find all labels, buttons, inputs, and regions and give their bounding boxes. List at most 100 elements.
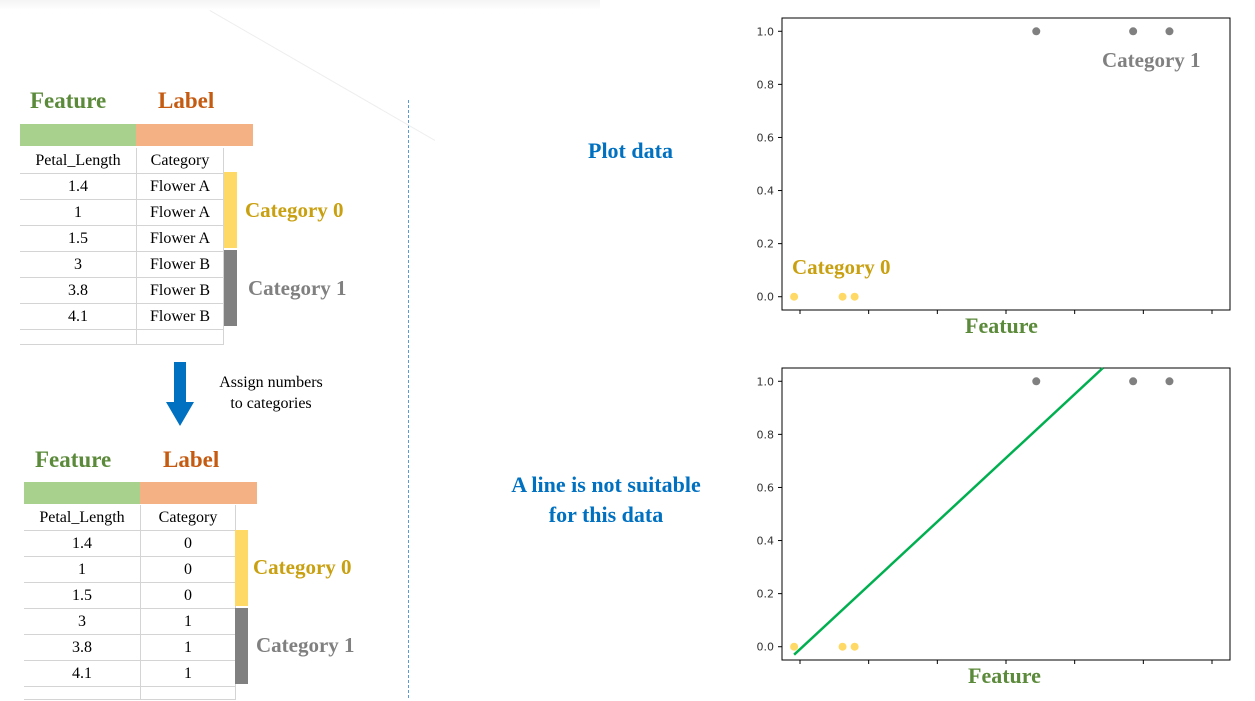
category-1-annotation: Category 1 — [1102, 48, 1201, 72]
data-point — [1165, 377, 1174, 386]
cell: 3 — [24, 608, 141, 635]
y-tick-label: 0.4 — [757, 185, 775, 198]
top-border-decoration — [0, 0, 600, 10]
data-point — [1032, 27, 1041, 36]
y-tick-label: 0.0 — [757, 291, 775, 304]
y-tick-label: 0.0 — [757, 641, 775, 654]
feature-color-bar-top — [20, 124, 136, 146]
y-tick-label: 0.2 — [757, 238, 775, 251]
plot-data-text: Plot data — [588, 138, 673, 163]
cell: 3 — [20, 251, 137, 278]
scatter-chart-top: 0.0 0.2 0.4 0.6 0.8 1.0 — [757, 17, 1231, 314]
category-0-bracket-bottom — [235, 530, 248, 606]
y-tick-label: 1.0 — [757, 375, 775, 388]
cell: 3.8 — [24, 634, 141, 661]
category-1-label-bottom: Category 1 — [256, 633, 355, 657]
table-row: 1 Flower A — [20, 199, 238, 226]
table-row — [20, 329, 238, 345]
category-1-bracket-top — [224, 250, 237, 326]
cell: 1.5 — [20, 225, 137, 252]
cell: 4.1 — [24, 660, 141, 687]
data-point — [850, 642, 859, 651]
scatter-chart-bottom: 0.0 0.2 0.4 0.6 0.8 1.0 — [757, 367, 1231, 664]
y-tick-label: 0.8 — [757, 428, 775, 441]
table-row: 1.4 Flower A — [20, 173, 238, 200]
data-table-top: Petal_Length Category 1.4 Flower A 1 Flowe… — [20, 148, 238, 345]
not-suitable-line-1: A line is not suitable — [511, 472, 701, 497]
label-color-bar-bottom — [140, 482, 257, 504]
data-point — [838, 642, 847, 651]
assign-text-line-2: to categories — [230, 395, 312, 412]
cell: 1 — [140, 634, 236, 661]
data-point — [1129, 377, 1138, 386]
table-row: 4.1 Flower B — [20, 303, 238, 330]
label-header-bottom: Label — [163, 447, 220, 472]
data-point — [1165, 27, 1174, 36]
cell: 0 — [140, 582, 236, 609]
column-header-petal-length: Petal_Length — [24, 505, 141, 531]
feature-header-top: Feature — [30, 88, 107, 113]
category-0-label-bottom: Category 0 — [253, 555, 352, 579]
category-1-label-top: Category 1 — [248, 276, 347, 300]
cell: 1 — [140, 660, 236, 687]
vertical-divider — [408, 100, 409, 698]
table-row: 1.5 0 — [24, 582, 250, 609]
cell: 1.5 — [24, 582, 141, 609]
data-point — [1032, 377, 1041, 386]
table-row: 3.8 Flower B — [20, 277, 238, 304]
cell: 0 — [140, 556, 236, 583]
cell: Flower B — [136, 303, 224, 330]
cell: Flower A — [136, 199, 224, 226]
assign-text-line-1: Assign numbers — [219, 374, 323, 391]
column-header-petal-length: Petal_Length — [20, 148, 137, 174]
cell: Flower B — [136, 277, 224, 304]
assign-numbers-text: Assign numbers to categories — [198, 372, 344, 414]
cell: Flower A — [136, 173, 224, 200]
category-1-bracket-bottom — [235, 608, 248, 684]
cell: Flower B — [136, 251, 224, 278]
table-row: 1.5 Flower A — [20, 225, 238, 252]
y-tick-label: 0.8 — [757, 78, 775, 91]
y-tick-label: 1.0 — [757, 25, 775, 38]
label-color-bar-top — [136, 124, 253, 146]
category-0-annotation: Category 0 — [792, 255, 891, 279]
table-header-row: Petal_Length Category — [24, 505, 250, 531]
down-arrow-icon — [166, 362, 194, 426]
x-axis-label-top: Feature — [965, 313, 1038, 338]
label-header-top: Label — [158, 88, 215, 113]
data-point — [790, 642, 799, 651]
cell: Flower A — [136, 225, 224, 252]
y-tick-label: 0.6 — [757, 481, 775, 494]
not-suitable-line-2: for this data — [548, 502, 664, 527]
feature-color-bar-bottom — [24, 482, 140, 504]
fit-line — [793, 367, 1104, 656]
x-axis-label-bottom: Feature — [968, 663, 1041, 688]
cell: 1 — [24, 556, 141, 583]
cell: 4.1 — [20, 303, 137, 330]
y-tick-label: 0.2 — [757, 588, 775, 601]
cell: 1.4 — [20, 173, 137, 200]
table-row: 3.8 1 — [24, 634, 250, 661]
data-point — [850, 292, 859, 301]
line-not-suitable-text: A line is not suitable for this data — [478, 470, 734, 530]
y-tick-label: 0.4 — [757, 535, 775, 548]
table-row: 1.4 0 — [24, 530, 250, 557]
cell: 1.4 — [24, 530, 141, 557]
cell: 3.8 — [20, 277, 137, 304]
column-header-category: Category — [136, 148, 224, 174]
column-header-category: Category — [140, 505, 236, 531]
table-header-row: Petal_Length Category — [20, 148, 238, 174]
category-0-bracket-top — [224, 172, 237, 248]
data-point — [790, 292, 799, 301]
cell: 0 — [140, 530, 236, 557]
data-point — [838, 292, 847, 301]
feature-header-bottom: Feature — [35, 447, 112, 472]
plot-frame — [781, 367, 1231, 661]
cell: 1 — [140, 608, 236, 635]
table-row: 3 Flower B — [20, 251, 238, 278]
cell: 1 — [20, 199, 137, 226]
table-row — [24, 686, 250, 700]
y-tick-label: 0.6 — [757, 131, 775, 144]
